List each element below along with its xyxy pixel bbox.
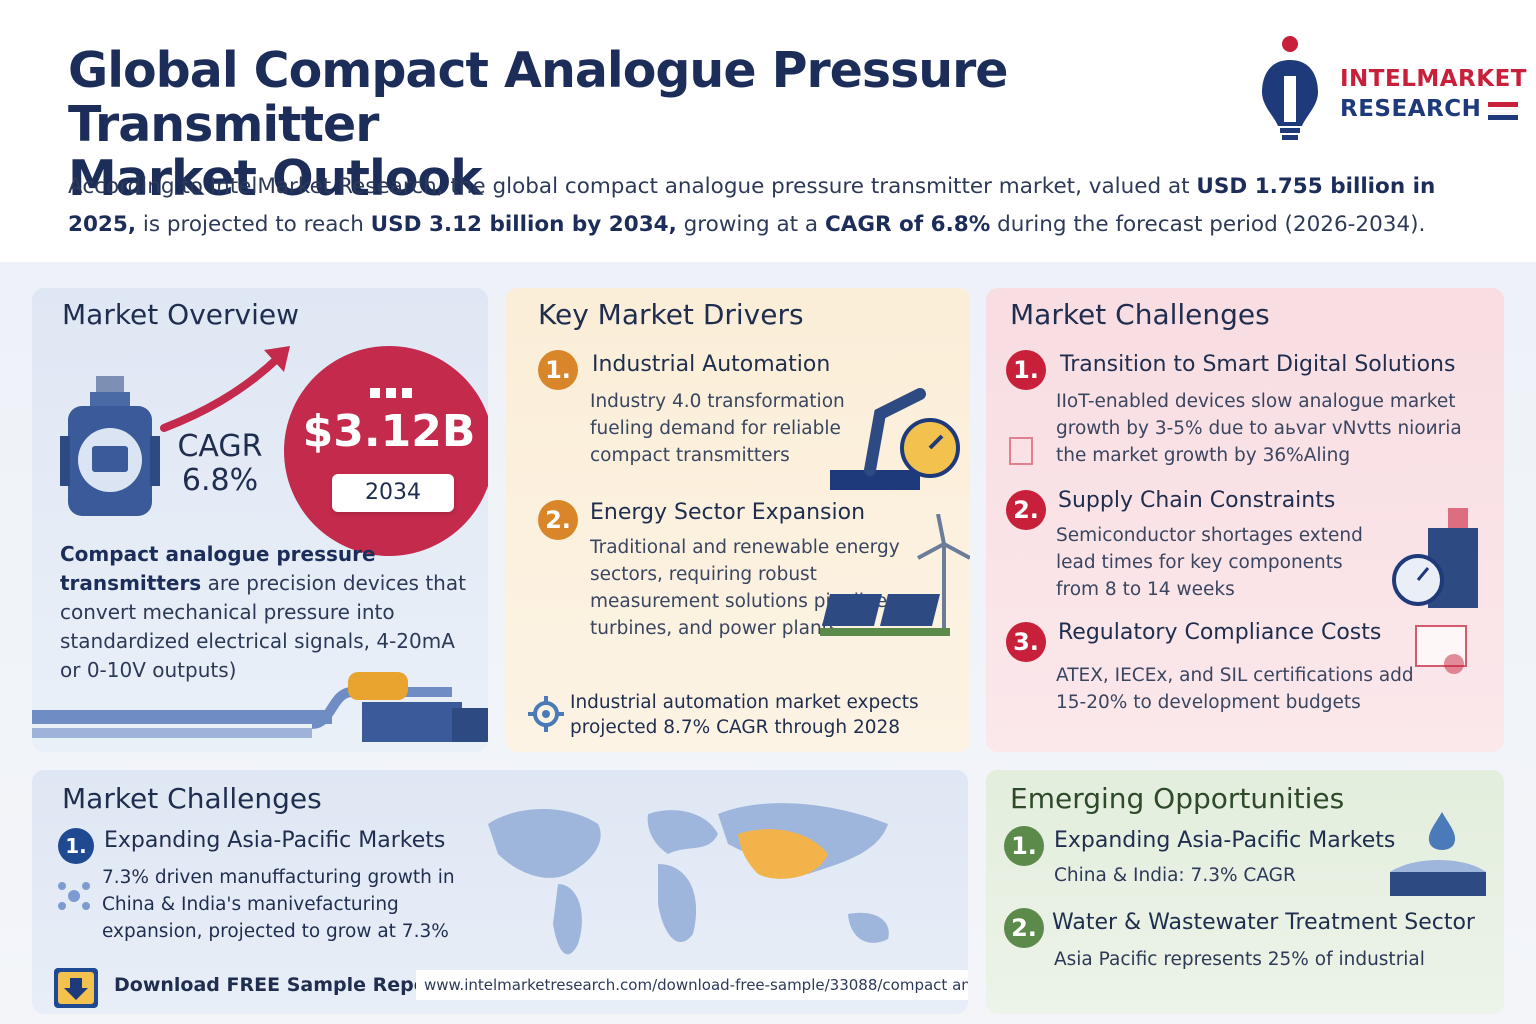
market-overview-card: Market Overview CAGR 6.8% $3.12B 2034 Co…	[32, 288, 488, 752]
challenge-desc-2: Semiconductor shortages extend lead time…	[1056, 525, 1363, 600]
challenge-desc-1: IIoT-enabled devices slow analogue marke…	[1056, 391, 1462, 466]
driver-title-1: Industrial Automation	[592, 352, 831, 377]
opportunity-title-2: Water & Wastewater Treatment Sector	[1052, 910, 1475, 935]
opportunity-number-2: 2.	[1004, 908, 1044, 948]
challenge-number-2: 2.	[1006, 490, 1046, 530]
opportunity-number-1: 1.	[1004, 826, 1044, 866]
download-label: Download FREE Sample Report:	[114, 974, 453, 996]
challenge-number-1: 1.	[1006, 350, 1046, 390]
opportunity-desc-2: Asia Pacific represents 25% of industria…	[1054, 949, 1425, 970]
intro-pre: According to IntelMarket Research, the g…	[68, 174, 1197, 199]
asia-challenge-desc: 7.3% driven manuffacturing growth in Chi…	[102, 867, 455, 942]
dots-icon	[370, 388, 412, 398]
certificate-icon	[1415, 625, 1467, 674]
cagr-value: 6.8%	[181, 463, 259, 498]
driver-number-1: 1.	[538, 350, 578, 390]
opportunity-title-1: Expanding Asia-Pacific Markets	[1054, 828, 1396, 853]
asia-challenge-title: Expanding Asia-Pacific Markets	[104, 828, 446, 853]
driver-title-2: Energy Sector Expansion	[590, 500, 866, 525]
challenge-title-1: Transition to Smart Digital Solutions	[1060, 352, 1456, 377]
molecule-icon	[58, 882, 90, 910]
intro-cagr: CAGR of 6.8%	[824, 212, 991, 237]
title-line-2: Market Outlook	[68, 150, 483, 207]
water-treatment-icon	[1390, 812, 1486, 896]
intro-mid2: growing at a	[676, 212, 825, 237]
renewable-energy-icon	[820, 514, 970, 636]
challenge-desc-3: ATEX, IECEx, and SIL certifications add …	[1056, 665, 1414, 713]
factory-gauge-icon	[1392, 508, 1478, 608]
logo-text-top: INTELMARKET	[1340, 66, 1527, 92]
page-title: Global Compact Analogue Pressure Transmi…	[68, 44, 1208, 206]
overview-desc-bold: Compact analogue pressure transmitters	[60, 542, 376, 595]
market-value-year: 2034	[332, 474, 454, 512]
download-url-link[interactable]: www.intelmarketresearch.com/download-fre…	[416, 970, 968, 1000]
emerging-opportunities-heading: Emerging Opportunities	[1010, 782, 1345, 815]
title-line-1: Global Compact Analogue Pressure Transmi…	[68, 42, 1009, 153]
intro-mid: is projected to reach	[136, 212, 371, 237]
intro-value-2025: USD 1.755 billion in 2025,	[68, 174, 1436, 237]
opportunity-desc-1: China & India: 7.3% CAGR	[1054, 865, 1296, 886]
intelmarket-logo[interactable]: INTELMARKET RESEARCH	[1262, 36, 1532, 146]
document-icon	[1009, 437, 1033, 465]
challenge-number-3: 3.	[1006, 622, 1046, 662]
logo-text-bottom: RESEARCH	[1340, 96, 1482, 122]
market-challenges-asia-heading: Market Challenges	[62, 782, 322, 815]
emerging-opportunities-card: Emerging Opportunities 1. Expanding Asia…	[986, 770, 1504, 1014]
logo-flag-icon	[1488, 102, 1518, 120]
challenge-title-3: Regulatory Compliance Costs	[1058, 620, 1382, 645]
header: Global Compact Analogue Pressure Transmi…	[0, 0, 1536, 262]
market-value-circle	[284, 346, 488, 556]
lightbulb-logo-icon	[1262, 36, 1318, 140]
market-challenges-card: Market Challenges 1. Transition to Smart…	[986, 288, 1504, 752]
drivers-note: Industrial automation market expects pro…	[570, 692, 919, 738]
intro-paragraph: According to IntelMarket Research, the g…	[68, 168, 1488, 244]
gear-network-icon	[528, 696, 564, 732]
growth-arrow-icon	[160, 346, 290, 432]
robot-arm-gauge-icon	[830, 388, 960, 490]
market-value-2034: $3.12B	[302, 406, 476, 457]
download-icon[interactable]	[54, 968, 98, 1008]
overview-desc-rest: are precision devices that convert mecha…	[60, 571, 466, 682]
driver-desc-1: Industry 4.0 transformation fueling dema…	[590, 391, 845, 466]
overview-description: Compact analogue pressure transmitters a…	[60, 540, 480, 685]
key-market-drivers-heading: Key Market Drivers	[538, 298, 804, 331]
pipeline-illustration-icon	[32, 672, 488, 742]
driver-desc-2: Traditional and renewable energy sectors…	[590, 537, 903, 639]
cagr-label: CAGR	[177, 429, 263, 464]
asia-challenge-number: 1.	[58, 828, 94, 864]
market-challenges-heading: Market Challenges	[1010, 298, 1270, 331]
key-market-drivers-card: Key Market Drivers 1. Industrial Automat…	[506, 288, 970, 752]
intro-value-2034: USD 3.12 billion by 2034,	[370, 212, 677, 237]
pressure-transmitter-icon	[60, 376, 160, 516]
intro-post: during the forecast period (2026-2034).	[990, 212, 1426, 237]
challenge-title-2: Supply Chain Constraints	[1058, 488, 1336, 513]
download-banner[interactable]: Download FREE Sample Report: www.intelma…	[54, 968, 968, 1008]
driver-number-2: 2.	[538, 500, 578, 540]
market-overview-heading: Market Overview	[62, 298, 299, 331]
cagr-stat: CAGR 6.8%	[160, 430, 280, 498]
download-arrow-icon	[58, 972, 94, 1004]
market-challenges-asia-card: Market Challenges 1. Expanding Asia-Paci…	[32, 770, 968, 1014]
world-map-icon	[488, 803, 889, 955]
